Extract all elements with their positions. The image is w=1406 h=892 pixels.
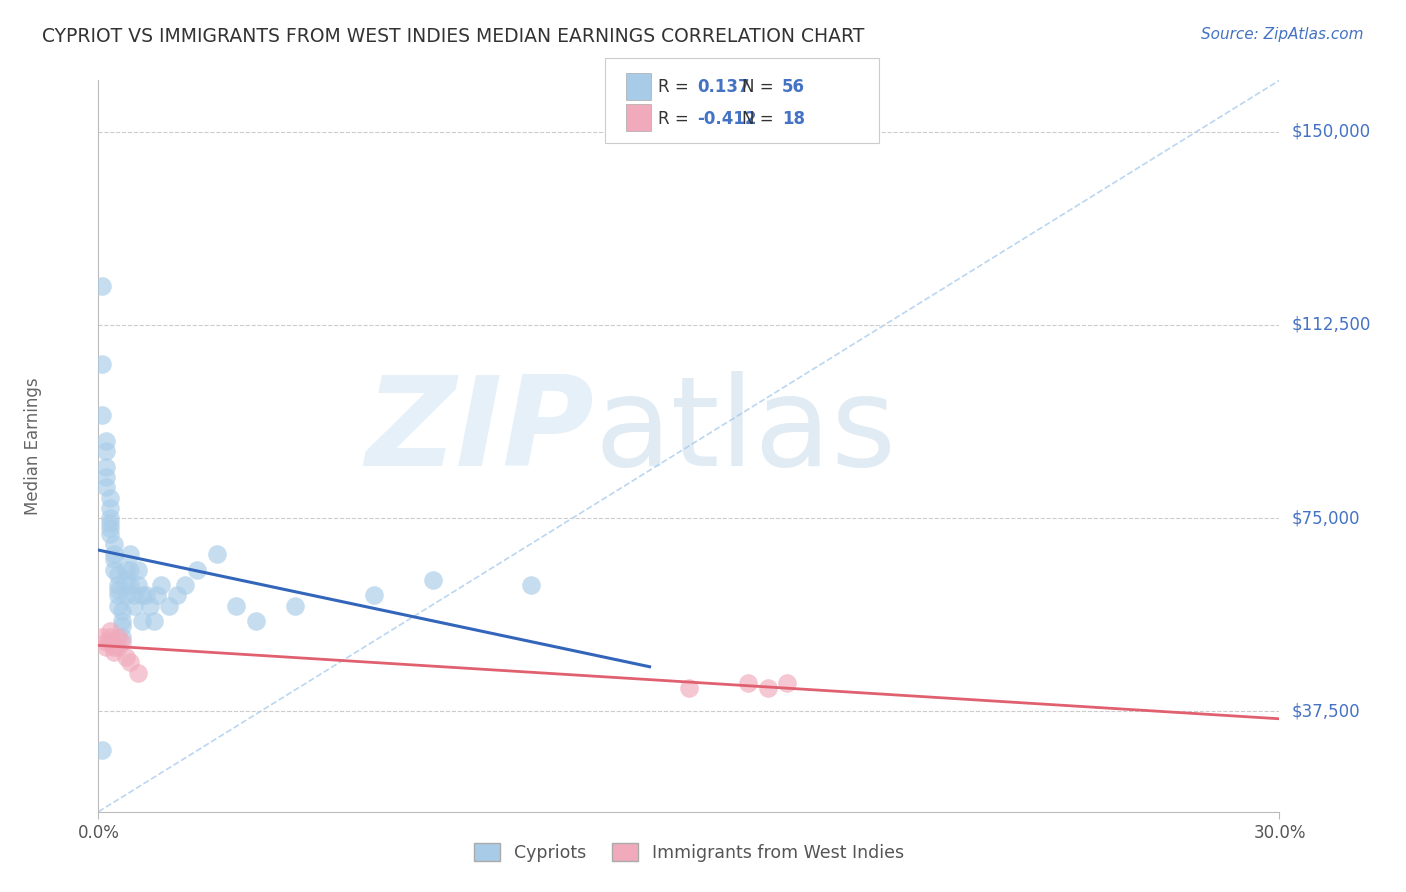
Point <box>96 480 118 494</box>
Point <box>107 583 129 598</box>
Point <box>103 537 125 551</box>
Point <box>103 563 125 577</box>
Point <box>107 599 129 613</box>
Point <box>91 630 114 644</box>
Point <box>118 578 141 592</box>
Point <box>91 357 114 371</box>
Point <box>174 578 197 592</box>
Point <box>107 640 129 654</box>
Text: Median Earnings: Median Earnings <box>24 377 42 515</box>
Point <box>96 434 118 448</box>
Point <box>520 578 543 592</box>
Point <box>98 634 121 648</box>
Point <box>96 459 118 474</box>
Point <box>115 573 138 587</box>
Text: 56: 56 <box>782 78 804 95</box>
Text: $37,500: $37,500 <box>1291 702 1360 720</box>
Point <box>98 630 121 644</box>
Point <box>96 634 118 648</box>
Point <box>146 588 169 602</box>
Point <box>127 563 149 577</box>
Point <box>111 619 134 633</box>
Point <box>737 676 759 690</box>
Point <box>111 634 134 648</box>
Text: 0.137: 0.137 <box>697 78 749 95</box>
Point <box>91 743 114 757</box>
Point <box>91 279 114 293</box>
Point <box>122 588 145 602</box>
Point <box>118 547 141 561</box>
Point <box>98 521 121 535</box>
Point <box>115 650 138 665</box>
Point <box>138 599 160 613</box>
Point <box>205 547 228 561</box>
Point <box>111 630 134 644</box>
Point <box>157 599 180 613</box>
Point <box>127 578 149 592</box>
Point <box>363 588 385 602</box>
Point <box>98 624 121 639</box>
Point <box>103 640 125 654</box>
Point <box>107 630 129 644</box>
Point <box>107 578 129 592</box>
Point <box>103 547 125 561</box>
Text: atlas: atlas <box>595 371 897 491</box>
Point <box>225 599 247 613</box>
Point <box>115 563 138 577</box>
Text: Source: ZipAtlas.com: Source: ZipAtlas.com <box>1201 27 1364 42</box>
Text: -0.412: -0.412 <box>697 110 756 128</box>
Point <box>245 614 267 628</box>
Text: $150,000: $150,000 <box>1291 123 1371 141</box>
Point <box>96 640 118 654</box>
Point <box>135 588 157 602</box>
Legend: Cypriots, Immigrants from West Indies: Cypriots, Immigrants from West Indies <box>467 836 911 869</box>
Point <box>96 444 118 458</box>
Point <box>284 599 307 613</box>
Point <box>107 567 129 582</box>
Point <box>776 676 799 690</box>
Text: $75,000: $75,000 <box>1291 509 1360 527</box>
Point <box>678 681 700 695</box>
Point <box>107 588 129 602</box>
Point <box>131 588 153 602</box>
Text: 18: 18 <box>782 110 804 128</box>
Text: $112,500: $112,500 <box>1291 316 1371 334</box>
Point <box>103 645 125 659</box>
Point <box>122 599 145 613</box>
Point <box>91 408 114 422</box>
Text: R =: R = <box>658 110 695 128</box>
Point <box>142 614 165 628</box>
Point <box>131 614 153 628</box>
Point <box>111 604 134 618</box>
Point <box>115 588 138 602</box>
Point <box>103 552 125 566</box>
Text: N =: N = <box>742 110 779 128</box>
Point <box>166 588 188 602</box>
Point <box>127 665 149 680</box>
Point <box>422 573 444 587</box>
Point <box>98 511 121 525</box>
Point <box>150 578 173 592</box>
Point <box>756 681 779 695</box>
Text: R =: R = <box>658 78 695 95</box>
Point <box>98 491 121 505</box>
Point <box>111 614 134 628</box>
Point <box>186 563 208 577</box>
Point <box>98 500 121 515</box>
Point <box>98 516 121 531</box>
Text: ZIP: ZIP <box>366 371 595 491</box>
Text: N =: N = <box>742 78 779 95</box>
Point <box>96 470 118 484</box>
Point <box>98 526 121 541</box>
Text: CYPRIOT VS IMMIGRANTS FROM WEST INDIES MEDIAN EARNINGS CORRELATION CHART: CYPRIOT VS IMMIGRANTS FROM WEST INDIES M… <box>42 27 865 45</box>
Point <box>118 563 141 577</box>
Point <box>118 656 141 670</box>
